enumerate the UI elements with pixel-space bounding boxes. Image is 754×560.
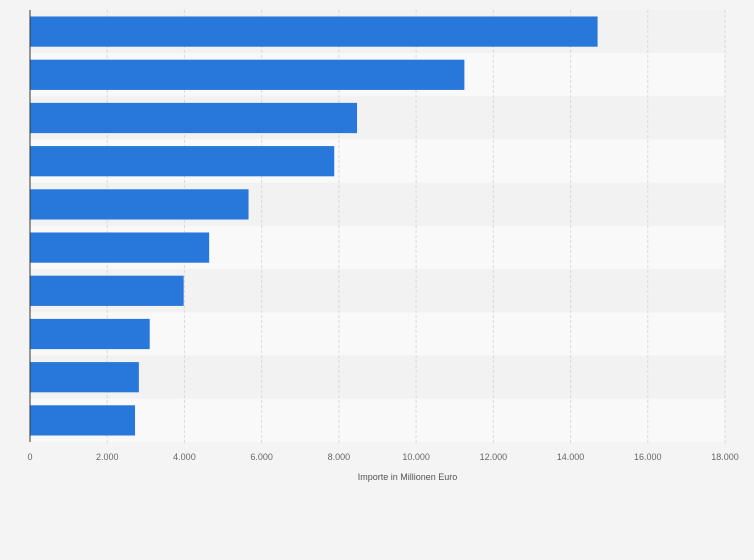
row-band xyxy=(30,398,725,442)
x-tick-label: 4.000 xyxy=(173,452,196,462)
x-tick-label: 6.000 xyxy=(250,452,273,462)
row-band xyxy=(30,355,725,399)
bar xyxy=(30,405,136,436)
bar xyxy=(30,318,150,350)
x-tick-label: 10.000 xyxy=(402,452,430,462)
bar xyxy=(30,16,598,47)
bar xyxy=(30,362,139,393)
x-tick-label: 0 xyxy=(27,452,32,462)
bar xyxy=(30,146,335,177)
bar xyxy=(30,232,210,263)
x-tick-label: 16.000 xyxy=(634,452,662,462)
bar xyxy=(30,189,249,220)
x-tick-label: 2.000 xyxy=(96,452,119,462)
x-tick-label: 14.000 xyxy=(557,452,585,462)
bar xyxy=(30,275,184,306)
x-tick-label: 18.000 xyxy=(711,452,739,462)
bars xyxy=(30,16,598,436)
bar xyxy=(30,59,465,90)
x-axis-title: Importe in Millionen Euro xyxy=(358,472,458,482)
bar xyxy=(30,102,358,134)
x-tick-label: 8.000 xyxy=(328,452,351,462)
x-tick-labels: 0 2.000 4.000 6.000 8.000 10.000 12.000 14.000 1… xyxy=(27,452,738,462)
x-tick-label: 12.000 xyxy=(480,452,508,462)
